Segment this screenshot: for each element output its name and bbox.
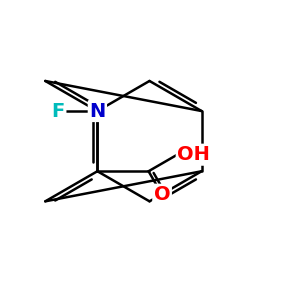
Text: F: F — [52, 102, 65, 121]
Text: O: O — [154, 185, 170, 204]
Text: OH: OH — [177, 145, 210, 164]
Text: N: N — [89, 102, 106, 121]
